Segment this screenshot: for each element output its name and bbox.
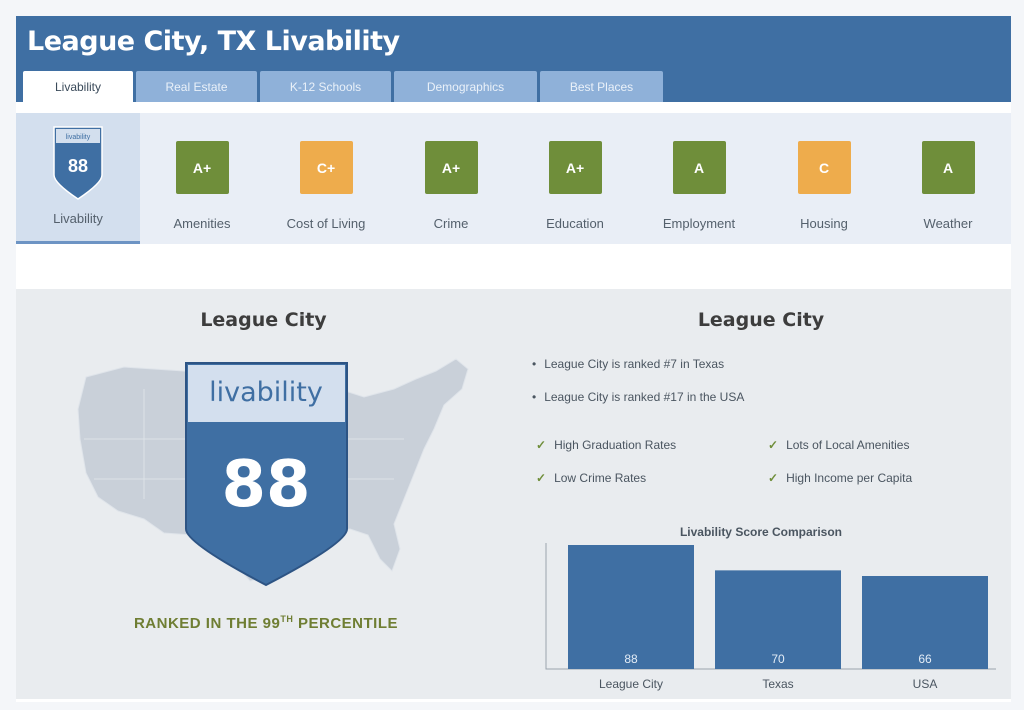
check-icon: ✓ [768, 438, 779, 452]
grade-education[interactable]: A+ Education [513, 113, 637, 244]
category-tick-label: USA [913, 677, 938, 691]
mini-shield-score: 88 [68, 156, 88, 176]
rank-prefix: RANKED IN THE 99 [133, 615, 281, 632]
grade-label: Weather [923, 216, 973, 231]
highlight-text: High Graduation Rates [554, 438, 677, 452]
mini-shield-label: livability [66, 134, 91, 141]
tab-demographics[interactable]: Demographics [394, 71, 537, 102]
livability-shield-icon: livability 88 [53, 126, 103, 200]
chart-bar [715, 570, 841, 669]
chart-bar [568, 545, 694, 669]
tab-bar: Livability Real Estate K-12 Schools Demo… [23, 71, 666, 102]
grade-weather[interactable]: A Weather [886, 113, 1010, 244]
highlight-item: ✓ High Graduation Rates [536, 438, 676, 452]
bar-value-label: 70 [771, 652, 785, 666]
page-title: League City, TX Livability [27, 26, 400, 57]
summary-panel: League City livability 88 RANKED IN THE … [16, 289, 1011, 699]
highlight-text: Lots of Local Amenities [786, 438, 910, 452]
tab-livability[interactable]: Livability [23, 71, 133, 102]
highlight-text: Low Crime Rates [554, 471, 647, 485]
highlight-item: ✓ Lots of Local Amenities [768, 438, 909, 452]
city-name-left: League City [200, 309, 327, 331]
grade-label: Amenities [173, 216, 231, 231]
rank-suffix: PERCENTILE [293, 615, 399, 632]
category-tick-label: League City [599, 677, 663, 691]
city-name-right: League City [697, 309, 825, 331]
list-item: League City is ranked #17 in the USA [532, 390, 744, 423]
grade-badge: C+ [299, 141, 353, 194]
list-item: League City is ranked #7 in Texas [532, 357, 744, 390]
grade-badge: A+ [424, 141, 478, 194]
tab-best-places[interactable]: Best Places [540, 71, 663, 102]
livability-page: League City, TX Livability Livability Re… [16, 16, 1011, 702]
grade-employment[interactable]: A Employment [637, 113, 761, 244]
category-tick-label: Texas [762, 677, 793, 691]
grade-label: Education [546, 216, 604, 231]
check-icon: ✓ [536, 471, 547, 485]
percentile-rank: RANKED IN THE 99TH PERCENTILE [96, 614, 436, 632]
shield-label: livability [209, 377, 323, 408]
grade-label: Cost of Living [286, 216, 366, 231]
grade-cost-of-living[interactable]: C+ Cost of Living [264, 113, 388, 244]
grade-housing[interactable]: C Housing [762, 113, 886, 244]
highlight-text: High Income per Capita [786, 471, 913, 485]
grade-label: Crime [433, 216, 469, 231]
grade-label: Employment [662, 216, 736, 231]
page-header: League City, TX Livability Livability Re… [16, 16, 1011, 102]
highlight-item: ✓ Low Crime Rates [536, 471, 646, 485]
grades-strip: livability 88 Livability A+ Amenities C+… [16, 113, 1011, 244]
bar-value-label: 88 [624, 652, 638, 666]
grade-badge: A+ [175, 141, 229, 194]
chart-axis [545, 543, 996, 670]
check-icon: ✓ [536, 438, 547, 452]
highlight-item: ✓ High Income per Capita [768, 471, 912, 485]
check-icon: ✓ [768, 471, 779, 485]
chart-title: Livability Score Comparison [679, 525, 843, 539]
chart-bar [862, 576, 988, 669]
ranking-list: League City is ranked #7 in Texas League… [532, 357, 744, 423]
grade-badge: A+ [548, 141, 602, 194]
tab-real-estate[interactable]: Real Estate [136, 71, 257, 102]
tab-k12-schools[interactable]: K-12 Schools [260, 71, 391, 102]
bar-value-label: 66 [918, 652, 932, 666]
grade-livability[interactable]: livability 88 Livability [16, 113, 140, 244]
grade-label: Housing [800, 216, 848, 231]
grade-crime[interactable]: A+ Crime [389, 113, 513, 244]
rank-sup: TH [280, 614, 294, 624]
shield-score: 88 [221, 448, 310, 522]
grade-label: Livability [53, 211, 103, 226]
livability-comparison-chart: 88 League City 70 Texas 66 USA [545, 543, 996, 691]
grade-badge: A [921, 141, 975, 194]
livability-score-shield: livability 88 [185, 362, 348, 587]
grade-amenities[interactable]: A+ Amenities [140, 113, 264, 244]
grade-badge: C [797, 141, 851, 194]
grade-badge: A [672, 141, 726, 194]
